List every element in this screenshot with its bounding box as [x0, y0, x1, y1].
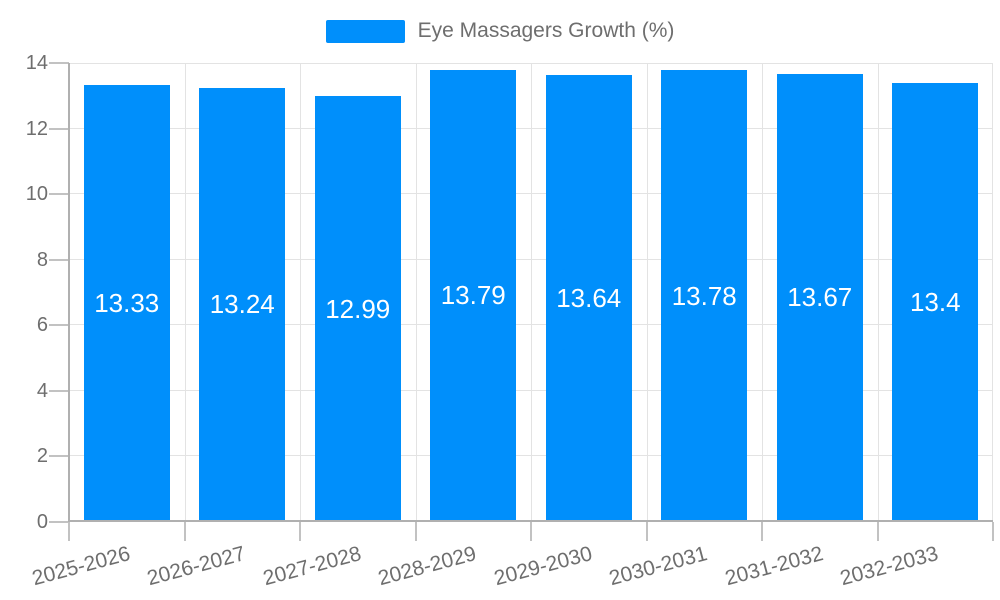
x-axis-line — [69, 520, 993, 522]
y-axis-tick-label: 8 — [36, 248, 48, 271]
bar-value-label: 13.24 — [209, 289, 275, 320]
y-axis-tick-label: 10 — [25, 183, 48, 206]
bar-2030-2031[interactable]: 13.78 — [661, 70, 748, 522]
gridline-x — [992, 63, 993, 522]
gridline-x — [531, 63, 532, 522]
gridline-x — [184, 63, 186, 522]
y-axis-tick-label: 14 — [25, 52, 48, 74]
x-axis-tick — [992, 522, 994, 541]
x-axis-tick — [530, 522, 532, 541]
gridline-x — [300, 63, 301, 522]
y-axis-tick — [49, 389, 69, 392]
bar-value-label: 12.99 — [325, 293, 391, 324]
y-axis-tick — [49, 324, 69, 327]
y-axis-tick — [49, 455, 69, 458]
y-axis-tick-label: 6 — [36, 314, 48, 337]
x-axis-tick — [761, 522, 763, 541]
x-axis-tick — [183, 522, 186, 541]
y-axis-tick-label: 2 — [36, 445, 48, 468]
bar-2025-2026[interactable]: 13.33 — [83, 84, 170, 522]
x-axis-tick — [68, 522, 70, 541]
bar-2027-2028[interactable]: 12.99 — [314, 96, 401, 522]
y-axis-line — [68, 63, 70, 522]
y-axis-tick — [49, 193, 69, 196]
bar-value-label: 13.64 — [556, 282, 622, 313]
bar-2028-2029[interactable]: 13.79 — [430, 69, 517, 522]
bar-value-label: 13.4 — [909, 286, 961, 317]
x-axis-tick — [414, 522, 417, 541]
bar-2029-2030[interactable]: 13.64 — [545, 74, 632, 522]
y-axis-tick-label: 0 — [36, 511, 48, 533]
x-axis-tick — [299, 522, 301, 541]
legend-swatch — [325, 19, 405, 43]
bar-value-label: 13.79 — [440, 280, 506, 311]
y-axis-tick — [49, 62, 69, 64]
bar-value-label: 13.33 — [94, 287, 160, 318]
bar-2031-2032[interactable]: 13.67 — [776, 73, 863, 522]
y-axis-tick-label: 4 — [36, 379, 48, 402]
bar-2026-2027[interactable]: 13.24 — [199, 87, 286, 522]
gridline-x — [762, 63, 763, 522]
gridline-x — [877, 63, 879, 522]
bar-2032-2033[interactable]: 13.4 — [892, 82, 979, 522]
plot-area: 13.33 13.24 12.99 13.79 13.64 13.78 13.67 13.4 — [69, 63, 993, 522]
x-axis-tick — [645, 522, 648, 541]
gridline-x — [415, 63, 417, 522]
x-axis-tick — [876, 522, 879, 541]
bar-value-label: 13.78 — [671, 280, 737, 311]
y-axis-tick — [49, 258, 69, 261]
y-axis-tick-label: 12 — [25, 117, 48, 140]
y-axis-tick — [49, 521, 69, 523]
legend-item[interactable]: Eye Massagers Growth (%) — [0, 19, 1000, 43]
y-axis-tick — [49, 127, 69, 130]
bar-value-label: 13.67 — [787, 282, 853, 313]
gridline-x — [646, 63, 648, 522]
legend-label: Eye Massagers Growth (%) — [417, 19, 675, 42]
